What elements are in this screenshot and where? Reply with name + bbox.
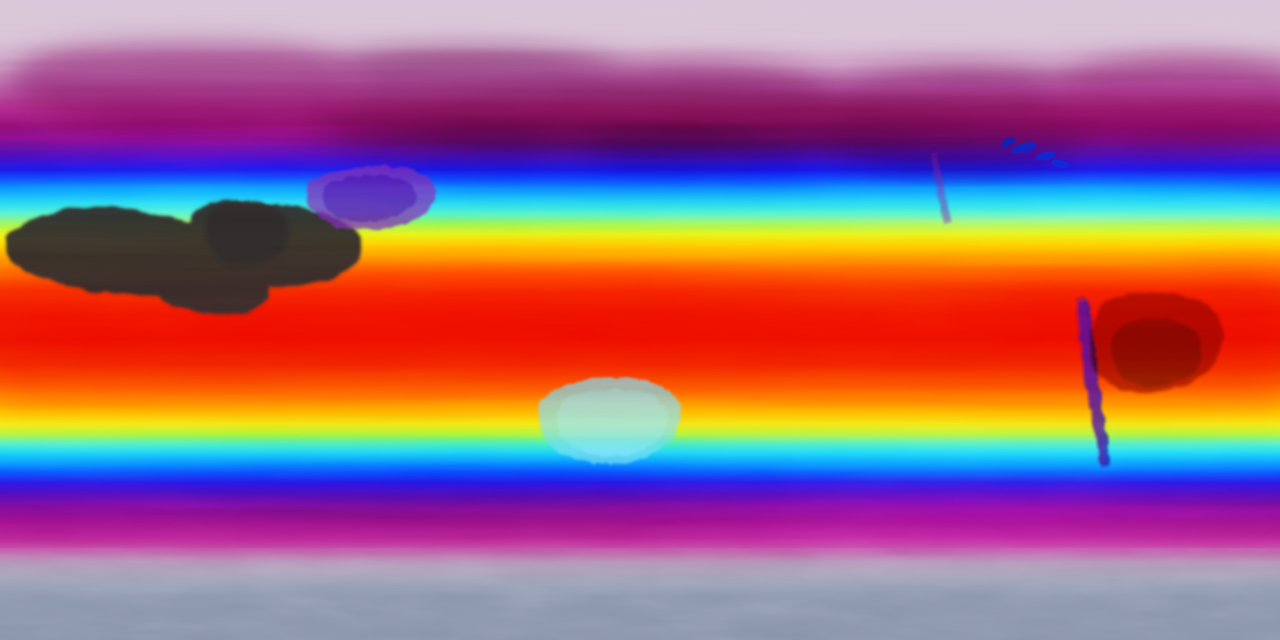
arctic-polar-cap xyxy=(0,0,1280,54)
